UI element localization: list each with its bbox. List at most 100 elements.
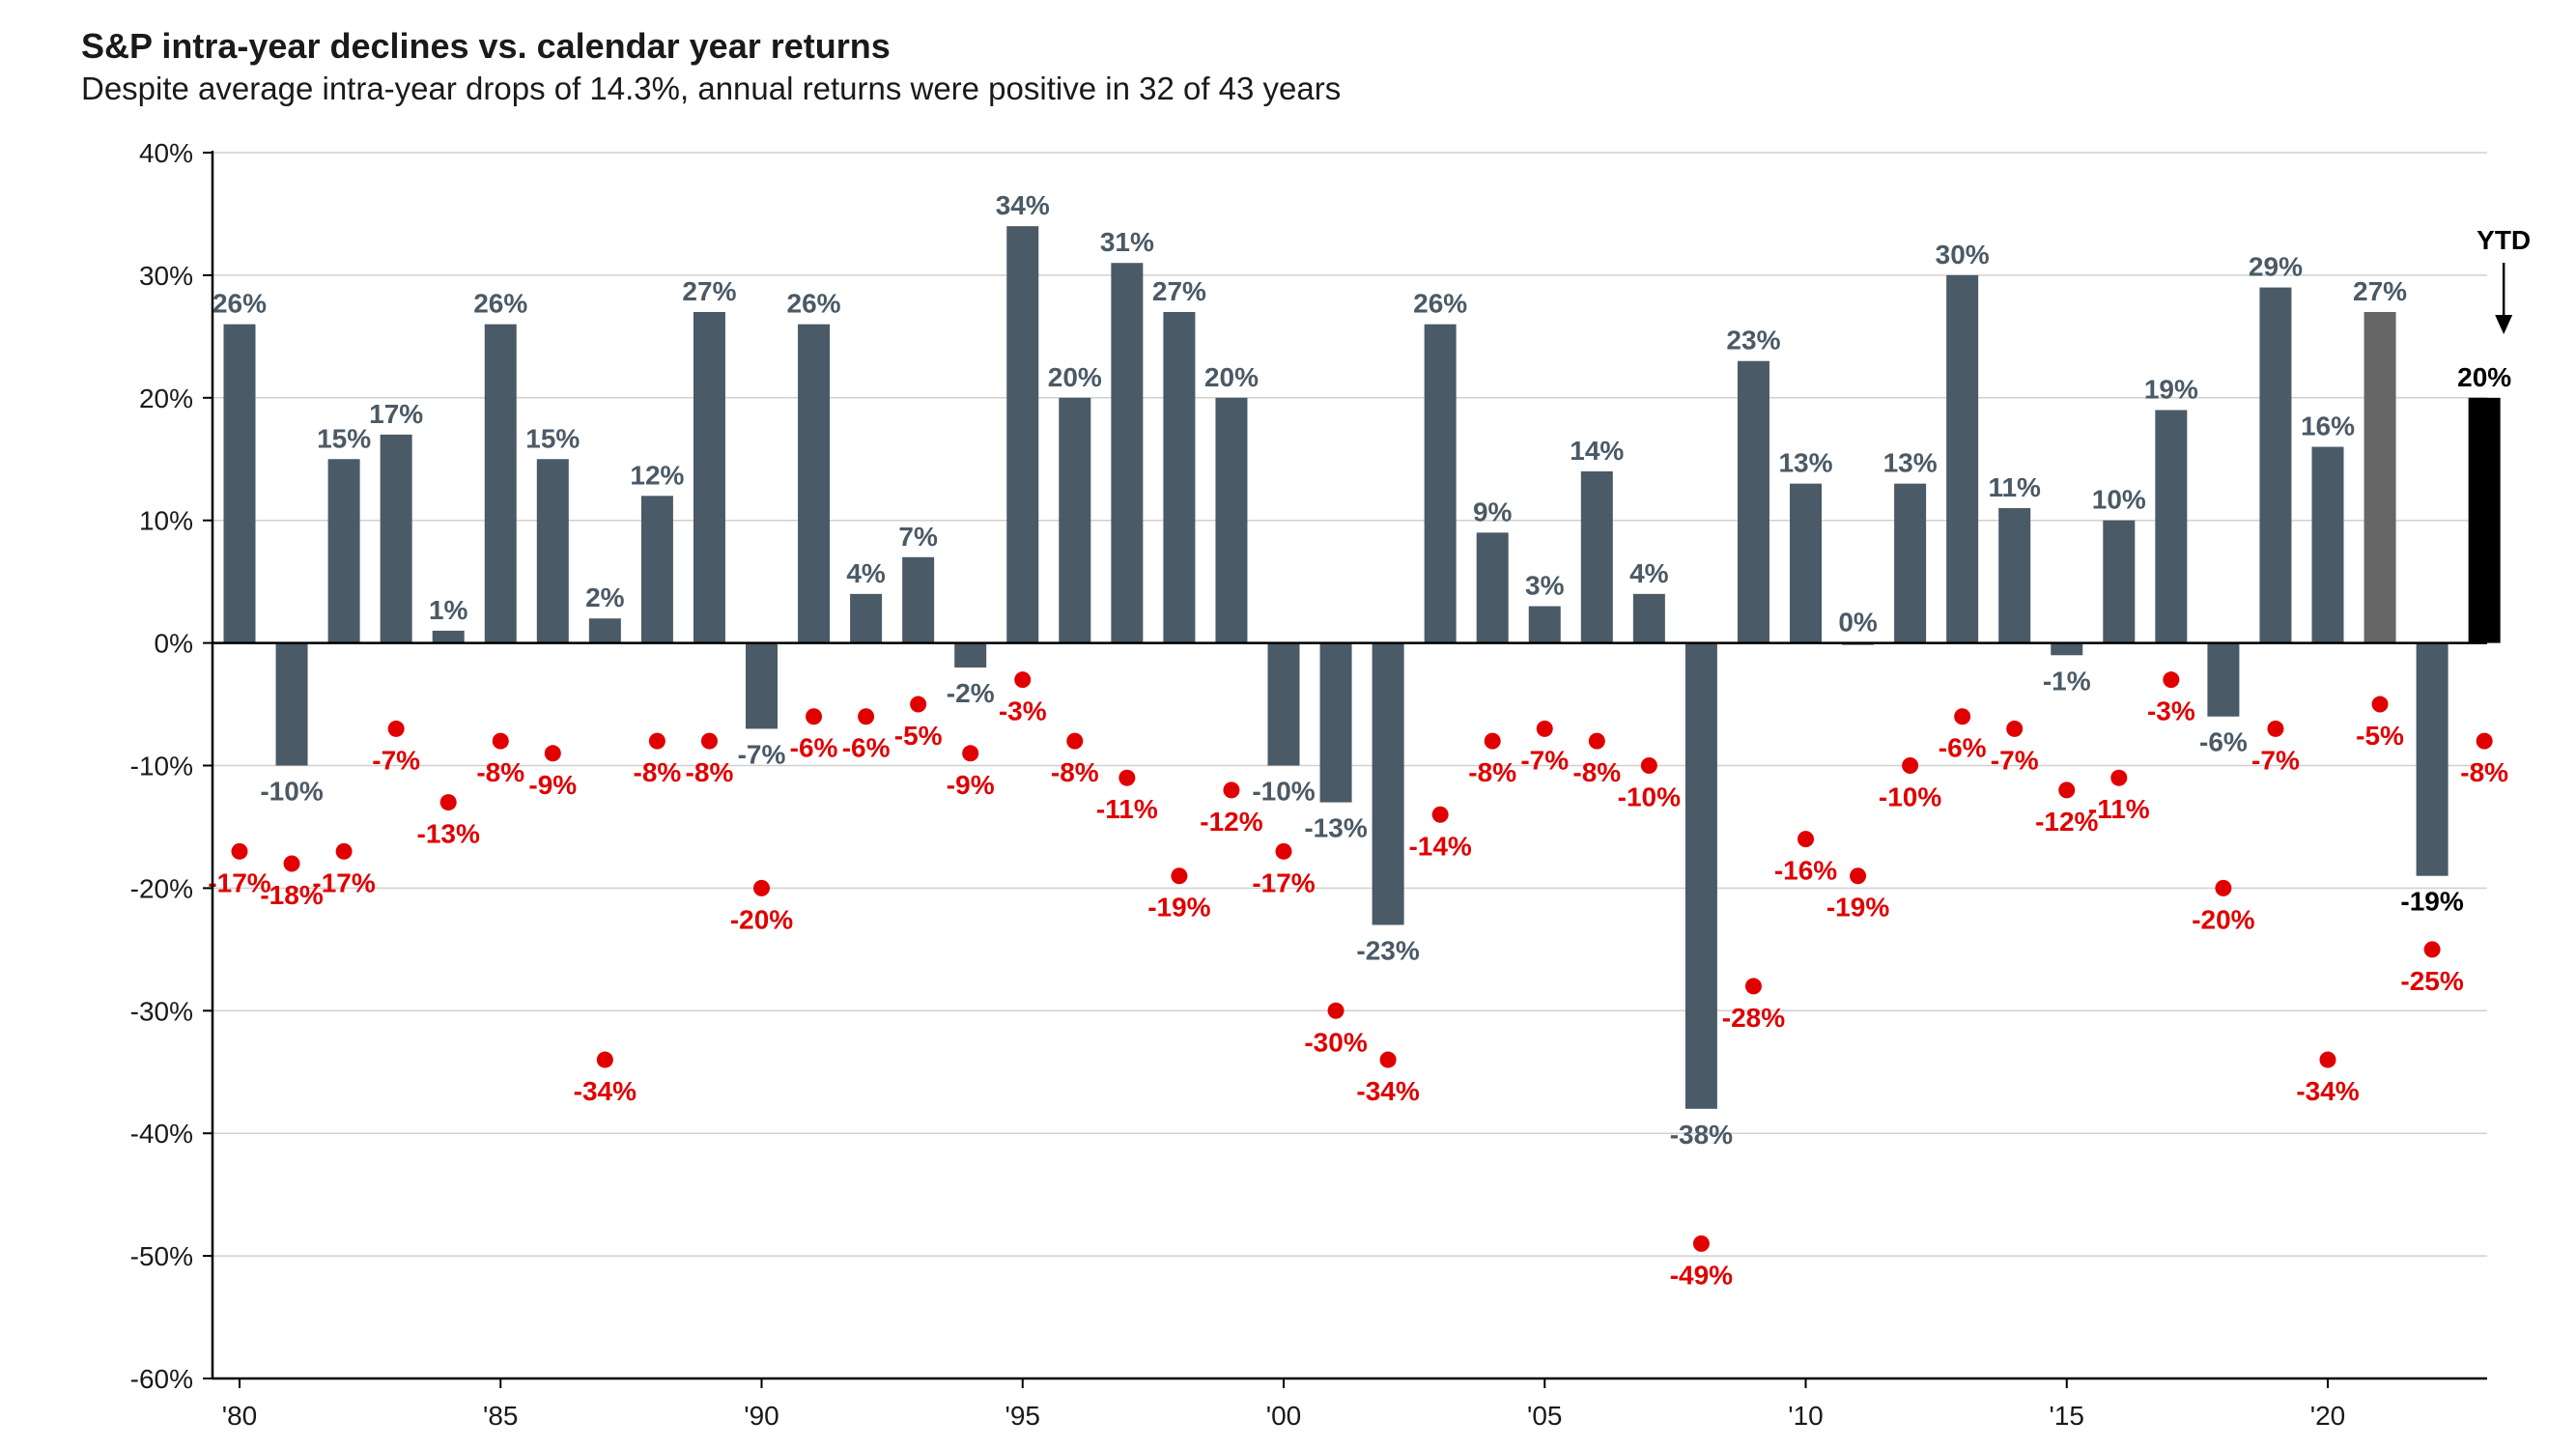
decline-label: -18% [260, 880, 323, 910]
decline-dot [1484, 732, 1501, 750]
return-bar [327, 459, 360, 643]
return-bar [1006, 226, 1039, 643]
return-bar [2364, 311, 2396, 643]
return-bar [1111, 263, 1144, 643]
decline-dot [2110, 769, 2128, 786]
return-label: -19% [2400, 887, 2463, 917]
return-bar [1215, 397, 1248, 643]
y-tick-label: -10% [130, 752, 193, 781]
decline-label: -17% [1252, 867, 1315, 897]
decline-dot [2371, 696, 2389, 713]
x-tick-label: '90 [744, 1401, 779, 1431]
return-label: 10% [2092, 485, 2146, 515]
decline-dot [1640, 757, 1657, 774]
return-bar [223, 324, 256, 643]
return-label: -1% [2043, 666, 2091, 696]
decline-dot [1536, 720, 1553, 737]
ytd-label: YTD [2477, 225, 2531, 255]
y-tick-label: 0% [155, 629, 193, 659]
return-bar [1632, 593, 1665, 643]
return-bar [2051, 642, 2083, 656]
decline-dot [1327, 1002, 1345, 1019]
decline-label: -20% [730, 904, 793, 934]
return-label: 29% [2249, 252, 2303, 282]
return-bar [1267, 642, 1300, 766]
return-label: -10% [1252, 777, 1315, 807]
decline-dot [335, 842, 353, 860]
decline-dot [387, 720, 405, 737]
y-tick-label: 30% [139, 261, 193, 291]
return-bar [1059, 397, 1091, 643]
decline-label: -19% [1147, 893, 1210, 923]
decline-dot [283, 855, 300, 872]
return-bar [2155, 410, 2188, 643]
decline-dot [753, 879, 770, 896]
x-tick-label: '05 [1527, 1401, 1563, 1431]
decline-dot [2058, 781, 2076, 799]
decline-dot [596, 1051, 613, 1068]
return-label: 26% [787, 289, 841, 319]
decline-dot [439, 794, 457, 811]
y-tick-label: -30% [130, 996, 193, 1026]
return-bar [484, 324, 517, 643]
return-label: -38% [1670, 1120, 1733, 1150]
x-tick-label: '85 [483, 1401, 519, 1431]
decline-dot [1379, 1051, 1397, 1068]
return-label: 20% [1204, 362, 1259, 392]
y-tick-label: 40% [139, 138, 193, 168]
return-label: -2% [947, 678, 995, 708]
decline-label: -5% [894, 721, 943, 751]
return-bar [1372, 642, 1404, 925]
return-label: 27% [2353, 276, 2407, 306]
decline-label: -8% [686, 757, 734, 787]
decline-label: -17% [312, 867, 375, 897]
return-label: 15% [525, 423, 580, 453]
return-label: 7% [898, 522, 938, 552]
return-label: 11% [1988, 472, 2041, 502]
return-label: 15% [317, 423, 371, 453]
return-bar [2468, 397, 2501, 643]
decline-label: -30% [1304, 1027, 1367, 1057]
return-bar [1684, 642, 1717, 1109]
decline-label: -6% [842, 733, 891, 763]
decline-label: -7% [2251, 745, 2300, 775]
return-label: 26% [473, 289, 527, 319]
decline-dot [231, 842, 248, 860]
return-label: -13% [1304, 813, 1367, 843]
return-bar [2103, 520, 2136, 643]
return-label: 16% [2301, 412, 2355, 441]
decline-label: -14% [1408, 831, 1471, 861]
return-bar [588, 618, 621, 643]
decline-label: -12% [1200, 807, 1262, 837]
decline-dot [1692, 1235, 1710, 1252]
decline-label: -10% [1879, 782, 1941, 812]
return-bar [2416, 642, 2449, 876]
decline-dot [648, 732, 665, 750]
return-bar [1424, 324, 1457, 643]
decline-dot [1118, 769, 1136, 786]
decline-label: -8% [2460, 757, 2508, 787]
ytd-annotation: YTD [2477, 225, 2531, 334]
decline-dot [1850, 867, 1867, 885]
decline-label: -8% [1051, 757, 1099, 787]
return-bar [746, 642, 778, 729]
decline-label: -34% [1356, 1076, 1419, 1106]
decline-label: -11% [1096, 794, 1158, 824]
return-label: 4% [846, 558, 886, 588]
decline-label: -9% [947, 770, 995, 800]
decline-label: -12% [2035, 807, 2098, 837]
return-label: 17% [369, 399, 423, 429]
return-label: 4% [1629, 558, 1669, 588]
return-bar [798, 324, 831, 643]
return-bar [2207, 642, 2240, 717]
decline-dot [2267, 720, 2284, 737]
decline-label: -19% [1826, 893, 1889, 923]
decline-label: -34% [2296, 1076, 2359, 1106]
return-label: -10% [260, 777, 323, 807]
return-bar [902, 556, 935, 643]
decline-dot [910, 696, 927, 713]
y-tick-label: -50% [130, 1241, 193, 1271]
decline-label: -11% [2088, 794, 2150, 824]
return-label: -23% [1356, 935, 1419, 965]
y-tick-label: -60% [130, 1364, 193, 1394]
